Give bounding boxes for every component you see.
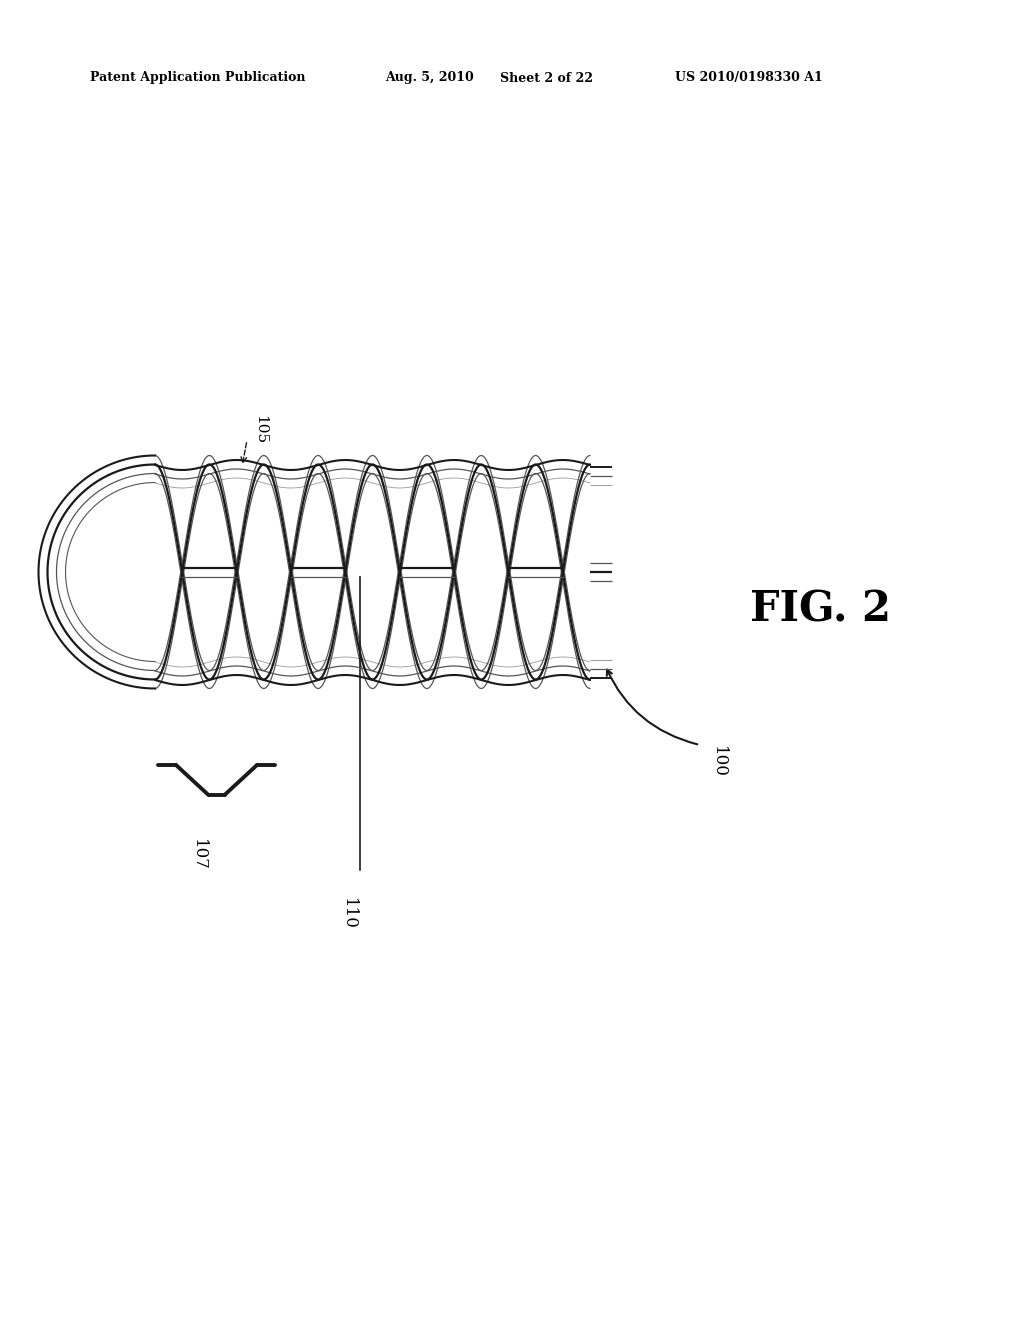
Text: 105: 105 (253, 414, 267, 444)
Text: 100: 100 (710, 746, 726, 777)
Text: Aug. 5, 2010: Aug. 5, 2010 (385, 71, 474, 84)
Text: FIG. 2: FIG. 2 (750, 589, 891, 631)
Text: Patent Application Publication: Patent Application Publication (90, 71, 305, 84)
Text: Sheet 2 of 22: Sheet 2 of 22 (500, 71, 593, 84)
Text: 110: 110 (340, 898, 356, 929)
Text: US 2010/0198330 A1: US 2010/0198330 A1 (675, 71, 822, 84)
Text: 107: 107 (190, 840, 207, 871)
